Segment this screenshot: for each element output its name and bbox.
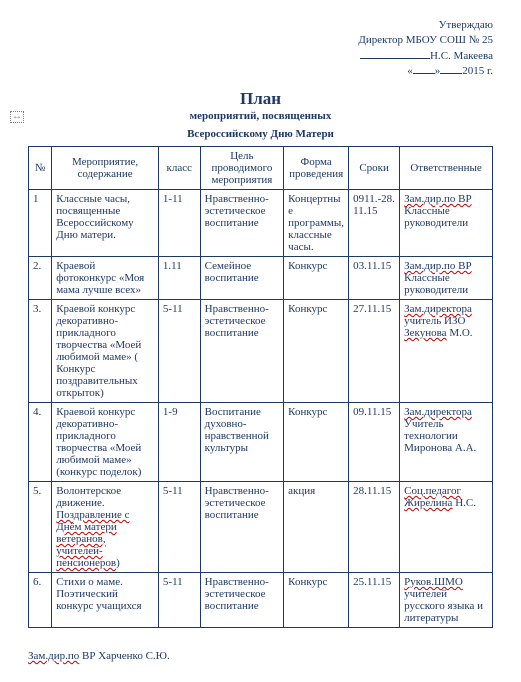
cell-resp: Зам.директора учитель ИЗО Зекунова М.О. [400,299,493,402]
subtitle-2: Всероссийскому Дню Матери [28,127,493,141]
cell-num: 2. [29,256,52,299]
cell-num: 4. [29,402,52,481]
cell-date: 25.11.15 [349,572,400,627]
th-goal: Цель проводимого мероприятия [200,146,284,189]
cell-goal: Нравственно-эстетическое воспитание [200,189,284,256]
cell-form: Конкурс [284,572,349,627]
th-class: класс [158,146,200,189]
subtitle-1: мероприятий, посвященных [28,109,493,123]
cell-resp: Зам.директора Учитель технологии Миронов… [400,402,493,481]
subtitle-wrap: ↔ мероприятий, посвященных Всероссийском… [28,109,493,142]
resp-plain: Учитель технологии Миронова А.А. [404,418,476,454]
year: 2015 г. [462,65,493,77]
day-line [413,63,435,74]
resp-wave: Жирелина [404,497,452,509]
resp-plain: учитель ИЗО [404,315,465,327]
th-num: № [29,146,52,189]
approve-date: «»2015 г. [28,63,493,79]
cell-num: 6. [29,572,52,627]
event-lead: Волонтерское движение. [56,485,121,509]
resp-plain: Н.С. [455,497,476,509]
cell-event: Волонтерское движение. Поздравление с Дн… [52,481,159,572]
cell-form: Конкурс [284,256,349,299]
cell-resp: Зам.дир.по ВР Классные руководители [400,256,493,299]
cell-class: 1-9 [158,402,200,481]
document-title: План [28,89,493,109]
cell-goal: Семейное воспитание [200,256,284,299]
resp-wave: Зам.дир.по ВР [404,260,471,272]
cell-date: 09.11.15 [349,402,400,481]
cell-date: 0911.-28.11.15 [349,189,400,256]
approval-block: Утверждаю Директор МБОУ СОШ № 25 Н.С. Ма… [28,18,493,79]
th-event: Мероприятие, содержание [52,146,159,189]
cell-form: Конкурс [284,402,349,481]
resp-wave: Зекунова [404,327,446,339]
table-header-row: № Мероприятие, содержание класс Цель про… [29,146,493,189]
th-date: Сроки [349,146,400,189]
cell-num: 1 [29,189,52,256]
events-table: № Мероприятие, содержание класс Цель про… [28,146,493,628]
th-resp: Ответственные [400,146,493,189]
cell-date: 03.11.15 [349,256,400,299]
cell-goal: Нравственно-эстетическое воспитание [200,572,284,627]
resp-wave: Зам.директора [404,406,472,418]
footer-wave: Зам.дир.по [28,650,79,662]
table-row: 3. Краевой конкурс декоративно-прикладно… [29,299,493,402]
resp-plain: М.О. [447,327,473,339]
resp-wave: Зам.директора [404,303,472,315]
th-form: Форма проведения [284,146,349,189]
cell-resp: Руков.ШМО учителей русского языка и лите… [400,572,493,627]
cell-goal: Нравственно-эстетическое воспитание [200,299,284,402]
director-name: Н.С. Макеева [430,50,493,62]
cell-goal: Воспитание духовно-нравственной культуры [200,402,284,481]
cell-event: Краевой конкурс декоративно-прикладного … [52,299,159,402]
cell-resp: Соц.педагог Жирелина Н.С. [400,481,493,572]
cell-event: Краевой фотоконкурс «Моя мама лучше всех… [52,256,159,299]
table-row: 4. Краевой конкурс декоративно-прикладно… [29,402,493,481]
cell-event: Краевой конкурс декоративно-прикладного … [52,402,159,481]
cell-class: 5-11 [158,299,200,402]
approve-l1: Утверждаю [28,18,493,33]
cell-class: 5-11 [158,481,200,572]
cell-num: 5. [29,481,52,572]
cell-class: 1.11 [158,256,200,299]
table-row: 5. Волонтерское движение. Поздравление с… [29,481,493,572]
resp-plain: Классные руководители [404,272,468,296]
month-line [440,63,462,74]
footer-line: Зам.дир.по ВР Харченко С.Ю. [28,650,493,662]
anchor-icon: ↔ [10,111,24,123]
footer-plain: ВР Харченко С.Ю. [79,650,170,662]
cell-num: 3. [29,299,52,402]
resp-wave: Руков.ШМО [404,576,463,588]
cell-form: Концертные программы, классные часы. [284,189,349,256]
cell-date: 28.11.15 [349,481,400,572]
resp-plain: Классные руководители [404,205,468,229]
cell-event: Стихи о маме. Поэтический конкурс учащих… [52,572,159,627]
cell-form: Конкурс [284,299,349,402]
cell-resp: Зам.дир.по ВР Классные руководители [400,189,493,256]
event-tail: ) [116,557,120,569]
cell-goal: Нравственно-эстетическое воспитание [200,481,284,572]
cell-event: Классные часы, посвященные Всероссийском… [52,189,159,256]
signature-line [360,48,430,59]
cell-class: 5-11 [158,572,200,627]
approve-signature: Н.С. Макеева [28,48,493,64]
table-row: 6. Стихи о маме. Поэтический конкурс уча… [29,572,493,627]
resp-plain: учителей русского языка и литературы [404,588,483,624]
resp-wave: Соц.педагог [404,485,461,497]
cell-form: акция [284,481,349,572]
resp-wave: Зам.дир.по ВР [404,193,471,205]
cell-date: 27.11.15 [349,299,400,402]
approve-l2: Директор МБОУ СОШ № 25 [28,33,493,48]
cell-class: 1-11 [158,189,200,256]
table-row: 2. Краевой фотоконкурс «Моя мама лучше в… [29,256,493,299]
table-row: 1 Классные часы, посвященные Всероссийск… [29,189,493,256]
